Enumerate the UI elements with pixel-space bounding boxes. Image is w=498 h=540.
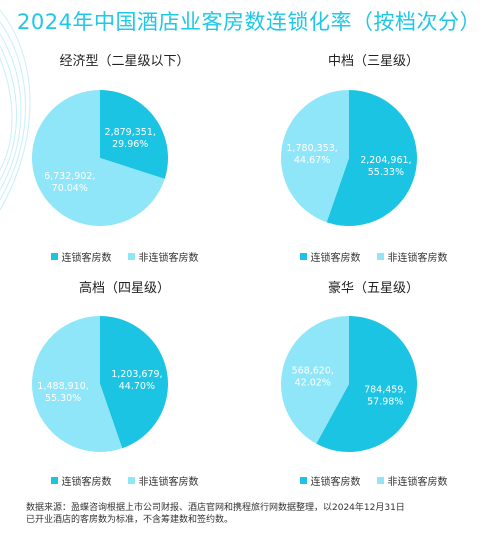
legend-upscale: 连锁客房数 非连锁客房数 — [0, 473, 249, 488]
legend-item-nonchain: 非连锁客房数 — [127, 473, 199, 488]
slice-value-label: 1,488,910, — [37, 381, 88, 392]
legend-item-nonchain: 非连锁客房数 — [376, 249, 448, 264]
slice-percent-label: 29.96% — [112, 139, 148, 150]
chart-title-midscale: 中档（三星级） — [327, 54, 419, 69]
legend-label-nonchain: 非连锁客房数 — [387, 253, 448, 264]
slice-chain — [100, 90, 168, 179]
slice-chain — [316, 316, 417, 452]
pie-upscale: 1,203,679,44.70% 1,488,910,55.30% — [31, 316, 168, 452]
legend-economy: 连锁客房数 非连锁客房数 — [0, 249, 249, 264]
slice-nonchain — [31, 316, 123, 452]
slice-value-label: 6,732,902, — [44, 171, 95, 182]
legend-luxury: 连锁客房数 非连锁客房数 — [249, 473, 498, 488]
slice-percent-label: 70.04% — [52, 183, 88, 194]
legend-midscale: 连锁客房数 非连锁客房数 — [249, 249, 498, 264]
legend-item-chain: 连锁客房数 — [299, 249, 361, 264]
slice-nonchain — [31, 90, 165, 226]
slice-percent-label: 57.98% — [367, 396, 403, 407]
legend-swatch-chain — [299, 253, 307, 260]
slice-nonchain — [281, 316, 349, 444]
slice-value-label: 1,780,353, — [286, 143, 337, 154]
legend-swatch-nonchain — [376, 477, 384, 484]
slice-value-label: 1,203,679, — [111, 369, 162, 380]
legend-label-nonchain: 非连锁客房数 — [138, 477, 199, 488]
chart-title-upscale: 高档（四星级） — [78, 281, 170, 296]
slice-percent-label: 42.02% — [295, 378, 331, 389]
legend-item-nonchain: 非连锁客房数 — [376, 473, 448, 488]
slice-value-label: 784,459, — [364, 384, 406, 395]
footnote-line-1: 数据来源：盈蝶咨询根据上市公司财报、酒店官网和携程旅行网数据整理，以2024年1… — [26, 503, 405, 513]
legend-swatch-nonchain — [127, 253, 135, 260]
slice-percent-label: 44.70% — [119, 381, 155, 392]
pie-economy: 2,879,351,29.96% 6,732,902,70.04% — [31, 90, 168, 226]
slice-chain — [326, 90, 417, 226]
slice-percent-label: 55.33% — [368, 167, 404, 178]
legend-item-chain: 连锁客房数 — [299, 473, 361, 488]
page-title: 2024年中国酒店业客房数连锁化率（按档次分） — [17, 10, 481, 34]
chart-title-luxury: 豪华（五星级） — [327, 281, 419, 296]
pie-luxury: 784,459,57.98% 568,620,42.02% — [281, 316, 417, 452]
legend-swatch-chain — [299, 477, 307, 484]
slice-percent-label: 44.67% — [294, 155, 330, 166]
legend-label-chain: 连锁客房数 — [61, 253, 112, 264]
legend-label-chain: 连锁客房数 — [310, 253, 361, 264]
legend-swatch-chain — [50, 477, 58, 484]
slice-value-label: 2,204,961, — [360, 155, 411, 166]
slice-value-label: 568,620, — [292, 366, 334, 377]
slice-percent-label: 55.30% — [45, 393, 81, 404]
pie-midscale: 2,204,961,55.33% 1,780,353,44.67% — [281, 90, 417, 226]
legend-swatch-nonchain — [376, 253, 384, 260]
footnote: 数据来源：盈蝶咨询根据上市公司财报、酒店官网和携程旅行网数据整理，以2024年1… — [26, 502, 476, 526]
footnote-line-2: 已开业酒店的客房数为标准，不含筹建数和签约数。 — [26, 515, 234, 525]
chart-title-economy: 经济型（二星级以下） — [59, 54, 190, 69]
legend-item-chain: 连锁客房数 — [50, 473, 112, 488]
slice-nonchain — [281, 90, 349, 223]
legend-label-chain: 连锁客房数 — [310, 477, 361, 488]
legend-item-nonchain: 非连锁客房数 — [127, 249, 199, 264]
legend-swatch-chain — [50, 253, 58, 260]
slice-chain — [100, 316, 168, 449]
legend-label-chain: 连锁客房数 — [61, 477, 112, 488]
legend-swatch-nonchain — [127, 477, 135, 484]
legend-label-nonchain: 非连锁客房数 — [138, 253, 199, 264]
slice-value-label: 2,879,351, — [105, 127, 156, 138]
legend-item-chain: 连锁客房数 — [50, 249, 112, 264]
legend-label-nonchain: 非连锁客房数 — [387, 477, 448, 488]
